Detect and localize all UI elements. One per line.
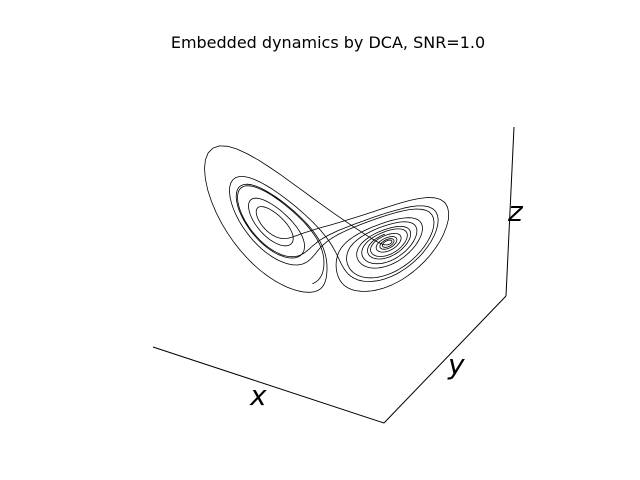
x-axis-line (152, 346, 385, 424)
z-axis-line (505, 126, 515, 297)
trajectory-series (204, 145, 450, 293)
axes-frame (152, 126, 515, 424)
z-axis-label: z (507, 195, 524, 228)
chart-title: Embedded dynamics by DCA, SNR=1.0 (170, 33, 486, 52)
y-axis-label: y (447, 348, 465, 381)
y-axis-line (383, 295, 507, 424)
x-axis-label: x (249, 379, 267, 412)
trajectory-line (204, 145, 450, 293)
